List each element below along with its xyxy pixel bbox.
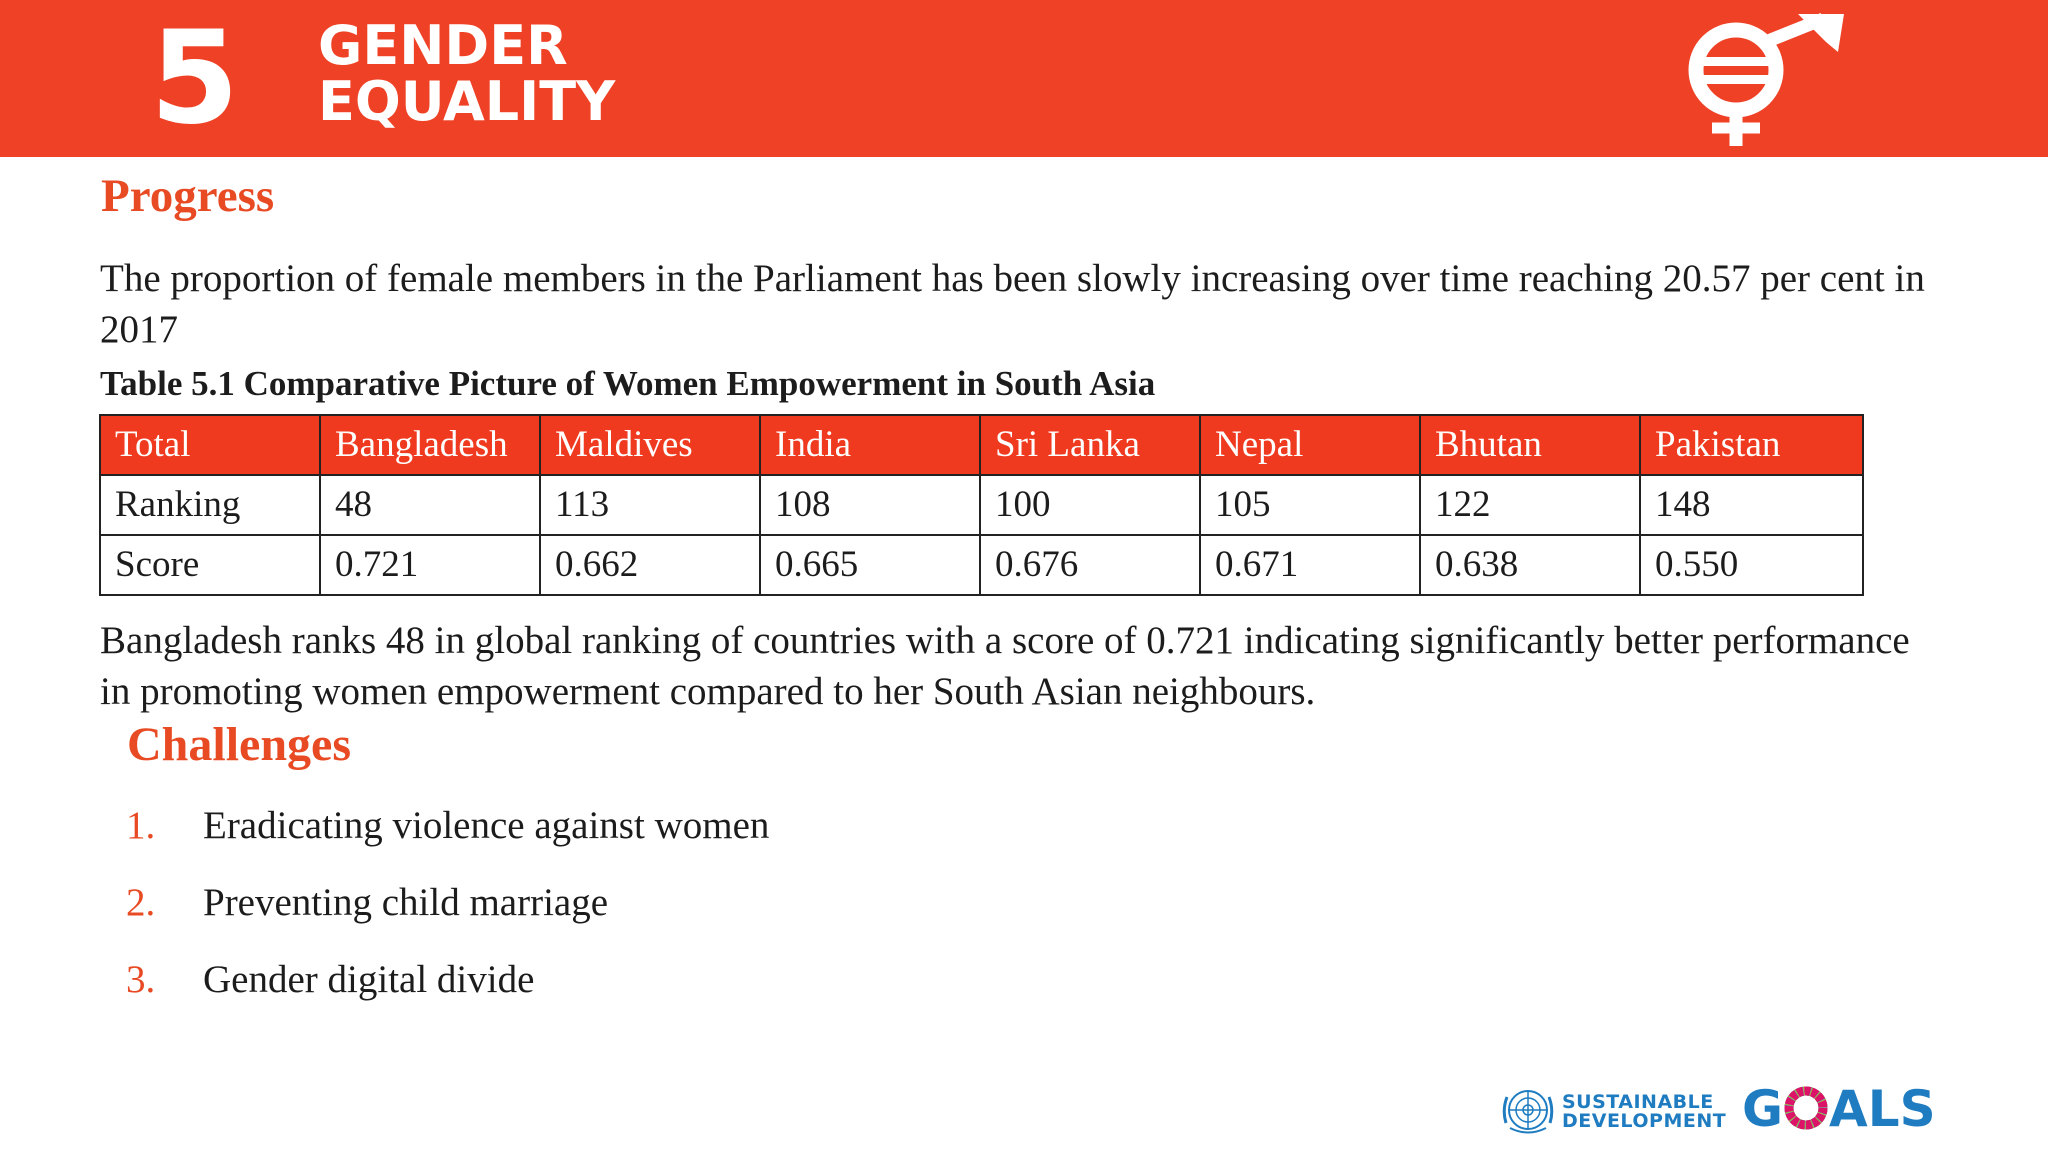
progress-text: The proportion of female members in the …	[100, 257, 1925, 351]
challenge-item: 2. Preventing child marriage	[126, 877, 769, 954]
challenge-item: 1. Eradicating violence against women	[126, 800, 769, 877]
table-cell: 122	[1419, 474, 1641, 536]
table-cell: 0.665	[759, 534, 981, 596]
table-cell: 100	[979, 474, 1201, 536]
challenge-number: 1.	[126, 804, 156, 847]
gender-equality-symbol-icon	[1688, 12, 1844, 146]
header-cell-nepal: Nepal	[1199, 414, 1421, 476]
sdg-goals-text: G ALS	[1742, 1079, 1936, 1139]
sdg-line2: DEVELOPMENT	[1562, 1110, 1727, 1132]
sdg-logo: SUSTAINABLE DEVELOPMENT G ALS	[1500, 1080, 1945, 1138]
challenge-text: Eradicating violence against women	[203, 804, 770, 847]
header-cell-bhutan: Bhutan	[1419, 414, 1641, 476]
table-cell: 105	[1199, 474, 1421, 536]
challenges-list: 1. Eradicating violence against women 2. P…	[126, 800, 769, 1031]
summary-text: Bangladesh ranks 48 in global ranking of…	[100, 619, 1910, 713]
table-cell: 0.676	[979, 534, 1201, 596]
table-cell: 0.638	[1419, 534, 1641, 596]
challenge-text: Gender digital divide	[203, 958, 535, 1001]
goal-banner: 5 GENDER EQUALITY	[0, 0, 2048, 157]
challenges-heading: Challenges	[127, 718, 352, 771]
table-cell: 148	[1639, 474, 1864, 536]
header-cell-sri-lanka: Sri Lanka	[979, 414, 1201, 476]
table-caption: Table 5.1 Comparative Picture of Women E…	[100, 364, 1156, 403]
goal-title-line2: EQUALITY	[318, 70, 616, 133]
table-cell: 0.721	[319, 534, 541, 596]
table-cell: Score	[99, 534, 321, 596]
goal-title: GENDER EQUALITY	[318, 18, 615, 130]
sdg-goals-rest: ALS	[1829, 1080, 1936, 1138]
table-cell: 0.662	[539, 534, 761, 596]
header-cell-india: India	[759, 414, 981, 476]
table-cell: 113	[539, 474, 761, 536]
progress-heading: Progress	[101, 170, 275, 222]
table-cell: Ranking	[99, 474, 321, 536]
table-row-ranking: Ranking 48 113 108 100 105 122 148	[99, 474, 1864, 536]
header-cell-maldives: Maldives	[539, 414, 761, 476]
goal-title-line1: GENDER	[318, 14, 568, 77]
challenge-number: 2.	[126, 881, 156, 924]
un-emblem-icon	[1502, 1090, 1554, 1134]
table-row-score: Score 0.721 0.662 0.665 0.676 0.671 0.63…	[99, 534, 1864, 596]
table-cell: 0.550	[1639, 534, 1864, 596]
sdg-line1: SUSTAINABLE	[1562, 1091, 1714, 1113]
table-cell: 108	[759, 474, 981, 536]
table-cell: 48	[319, 474, 541, 536]
challenge-item: 3. Gender digital divide	[126, 954, 769, 1031]
challenge-number: 3.	[126, 958, 156, 1001]
table-cell: 0.671	[1199, 534, 1421, 596]
header-cell-pakistan: Pakistan	[1639, 414, 1864, 476]
challenge-text: Preventing child marriage	[203, 881, 609, 924]
goal-number: 5	[150, 4, 240, 153]
sdg-wordmark: SUSTAINABLE DEVELOPMENT	[1562, 1093, 1726, 1131]
sdg-goals-g: G	[1742, 1080, 1784, 1138]
header-cell-bangladesh: Bangladesh	[319, 414, 541, 476]
header-cell-total: Total	[99, 414, 321, 476]
table-header-row: Total Bangladesh Maldives India Sri Lank…	[99, 414, 1864, 476]
empowerment-table: Total Bangladesh Maldives India Sri Lank…	[99, 414, 1864, 596]
sdg-wheel-icon	[1784, 1086, 1828, 1130]
